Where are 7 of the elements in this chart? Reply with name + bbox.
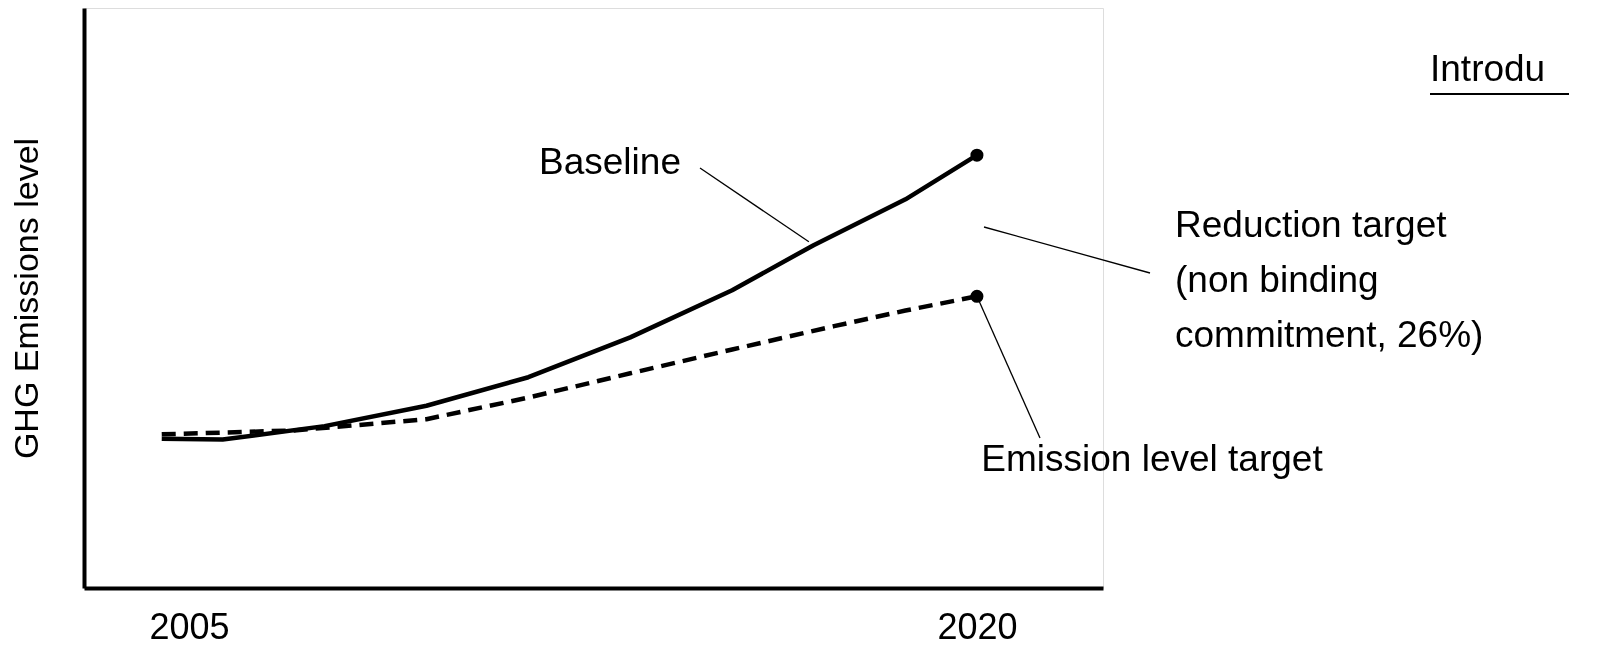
x-tick-label: 2020 <box>937 605 1018 647</box>
text: Reduction target (non binding commitment, 26%) <box>1175 204 1484 355</box>
annotation: Emission level target <box>981 438 1324 479</box>
annotation: Baseline <box>539 141 681 182</box>
x-tick-label: 2005 <box>149 605 230 647</box>
text: Introdu <box>1430 48 1546 89</box>
y-axis-title: GHG Emissions level <box>6 137 45 460</box>
